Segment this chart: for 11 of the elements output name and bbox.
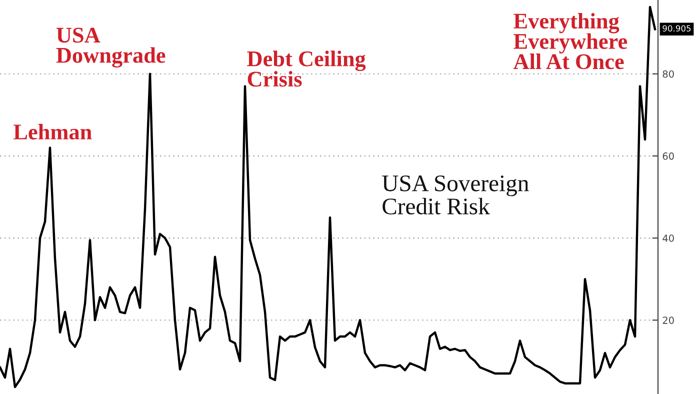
text: USA Sovereign Credit Risk: [382, 175, 529, 214]
annotation: Lehman: [14, 124, 92, 140]
annotation: 90.905: [662, 25, 691, 32]
y-tick-label: 60: [662, 152, 674, 160]
annotation: Debt Ceiling Crisis: [247, 50, 366, 87]
y-tick-label: 80: [662, 70, 674, 78]
line-series: [0, 6, 656, 388]
y-tick-label: 20: [662, 316, 674, 324]
y-tick-label: 40: [662, 234, 674, 242]
annotation: USA Downgrade: [56, 28, 166, 68]
annotation: Everything Everywhere All At Once: [513, 12, 628, 70]
